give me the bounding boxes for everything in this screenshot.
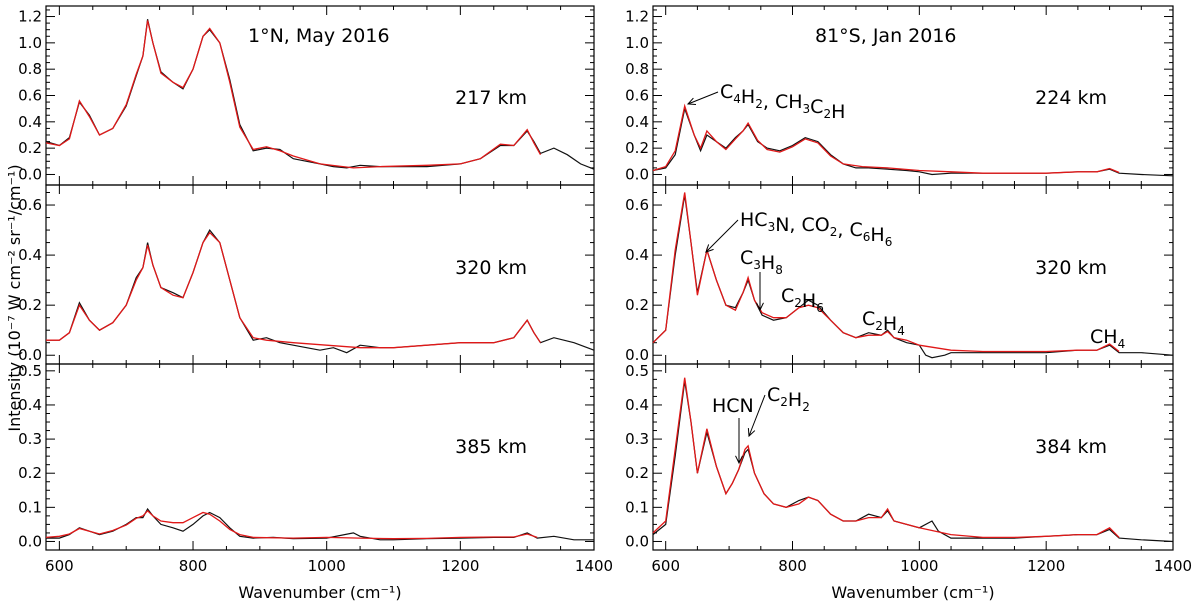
series-model xyxy=(652,377,1120,539)
panel-left-2: 0.0 0.2 0.4 0.6 320 km xyxy=(18,184,595,365)
y-tick-label: 0.4 xyxy=(625,396,649,414)
y-tick-label: 0.0 xyxy=(625,532,649,550)
y-tick-label: 0.4 xyxy=(625,113,649,131)
annotation-label: C2H2 xyxy=(767,384,810,414)
annotation-label: C4H2, CH3C2H xyxy=(720,81,845,123)
y-tick-label: 0.4 xyxy=(18,246,42,264)
y-tick-label: 0.1 xyxy=(18,498,42,516)
altitude-label: 385 km xyxy=(455,436,527,458)
panel-left-3: 0.0 0.1 0.2 0.3 0.4 0.5 600 800 1000 1200 1400 385 … xyxy=(18,362,613,575)
y-tick-label: 1.0 xyxy=(625,34,649,52)
x-axis-label-left: Wavenumber (cm⁻¹) xyxy=(238,583,401,602)
altitude-label: 320 km xyxy=(1035,257,1107,279)
series-model xyxy=(652,103,1120,174)
series-model xyxy=(45,20,542,169)
annotation-arrowhead xyxy=(735,455,743,465)
x-tick-label: 1200 xyxy=(1027,557,1065,575)
y-tick-label: 0.6 xyxy=(625,196,649,214)
panel-frame xyxy=(652,363,1174,551)
y-tick-label: 0.2 xyxy=(625,464,649,482)
y-tick-label: 1.0 xyxy=(18,34,42,52)
y-tick-label: 0.4 xyxy=(625,246,649,264)
annotation-arrowhead xyxy=(705,244,714,253)
annotation-label: HCN xyxy=(712,395,754,417)
y-tick-label: 0.0 xyxy=(18,165,42,183)
x-tick-label: 1400 xyxy=(1154,557,1192,575)
y-tick-label: 0.6 xyxy=(18,196,42,214)
y-tick-label: 0.2 xyxy=(18,296,42,314)
y-tick-label: 0.0 xyxy=(18,532,42,550)
annotation-arrow xyxy=(705,219,739,253)
x-tick-label: 1000 xyxy=(308,557,346,575)
annotation-label: C2H4 xyxy=(862,308,905,338)
y-tick-label: 0.4 xyxy=(18,113,42,131)
y-tick-label: 0.0 xyxy=(625,346,649,364)
y-tick-label: 0.2 xyxy=(625,139,649,157)
x-tick-label: 1000 xyxy=(900,557,938,575)
panel-right-3: 0.0 0.1 0.2 0.3 0.4 0.5 600 800 1000 1200 1400 384 … xyxy=(625,362,1192,575)
x-tick-label: 800 xyxy=(778,557,807,575)
y-tick-label: 0.2 xyxy=(18,464,42,482)
y-tick-label: 0.3 xyxy=(625,430,649,448)
series-observed xyxy=(46,229,595,354)
y-tick-label: 0.6 xyxy=(625,87,649,105)
y-tick-label: 0.5 xyxy=(625,362,649,380)
y-tick-label: 0.8 xyxy=(625,60,649,78)
altitude-label: 384 km xyxy=(1035,436,1107,458)
altitude-label: 224 km xyxy=(1035,87,1107,109)
annotation-arrow xyxy=(748,394,766,437)
x-axis-label-right: Wavenumber (cm⁻¹) xyxy=(831,583,994,602)
y-axis-label: Intensity (10⁻⁷ W cm⁻² sr⁻¹/cm⁻¹) xyxy=(5,164,24,431)
y-tick-label: 0.2 xyxy=(625,296,649,314)
panel-left-1: 0.0 0.2 0.4 0.6 0.8 1.0 1.2 1°N, May 2016 217 km xyxy=(18,5,595,186)
annotation-arrowhead xyxy=(686,97,697,106)
y-tick-label: 0.0 xyxy=(625,165,649,183)
annotation-label: C3H8 xyxy=(740,247,783,277)
y-tick-label: 0.2 xyxy=(18,139,42,157)
annotation-label: CH4 xyxy=(1090,326,1125,351)
panel-title: 1°N, May 2016 xyxy=(248,25,390,47)
x-tick-label: 600 xyxy=(651,557,680,575)
annotation-label: C2H6 xyxy=(781,285,824,315)
panel-frame xyxy=(45,363,595,551)
annotation-arrowhead xyxy=(756,302,764,312)
plot-grid: 0.0 0.2 0.4 0.6 0.8 1.0 1.2 1°N, May 2016 217 km… xyxy=(18,5,1192,575)
y-tick-label: 0.4 xyxy=(18,396,42,414)
y-tick-label: 0.5 xyxy=(18,362,42,380)
y-tick-label: 0.1 xyxy=(625,498,649,516)
panel-title: 81°S, Jan 2016 xyxy=(815,25,957,47)
y-tick-label: 0.0 xyxy=(18,346,42,364)
y-tick-label: 1.2 xyxy=(625,8,649,26)
panel-right-1: 0.0 0.2 0.4 0.6 0.8 1.0 1.2 81°S, Jan 2016 224 k… xyxy=(625,5,1174,186)
y-tick-label: 1.2 xyxy=(18,8,42,26)
y-tick-label: 0.8 xyxy=(18,60,42,78)
altitude-label: 217 km xyxy=(455,87,527,109)
altitude-label: 320 km xyxy=(455,257,527,279)
series-model xyxy=(45,509,538,540)
x-tick-label: 600 xyxy=(45,557,74,575)
series-model xyxy=(652,192,1120,353)
annotation-arrow xyxy=(687,91,719,105)
y-tick-label: 0.3 xyxy=(18,430,42,448)
y-tick-label: 0.6 xyxy=(18,87,42,105)
x-tick-label: 1200 xyxy=(441,557,479,575)
series-model xyxy=(46,231,542,349)
annotation-label: HC3N, CO2, C6H6 xyxy=(740,209,892,249)
x-tick-label: 1400 xyxy=(575,557,613,575)
series-observed xyxy=(652,106,1174,177)
annotation-arrowhead xyxy=(747,427,756,438)
x-tick-label: 800 xyxy=(179,557,208,575)
